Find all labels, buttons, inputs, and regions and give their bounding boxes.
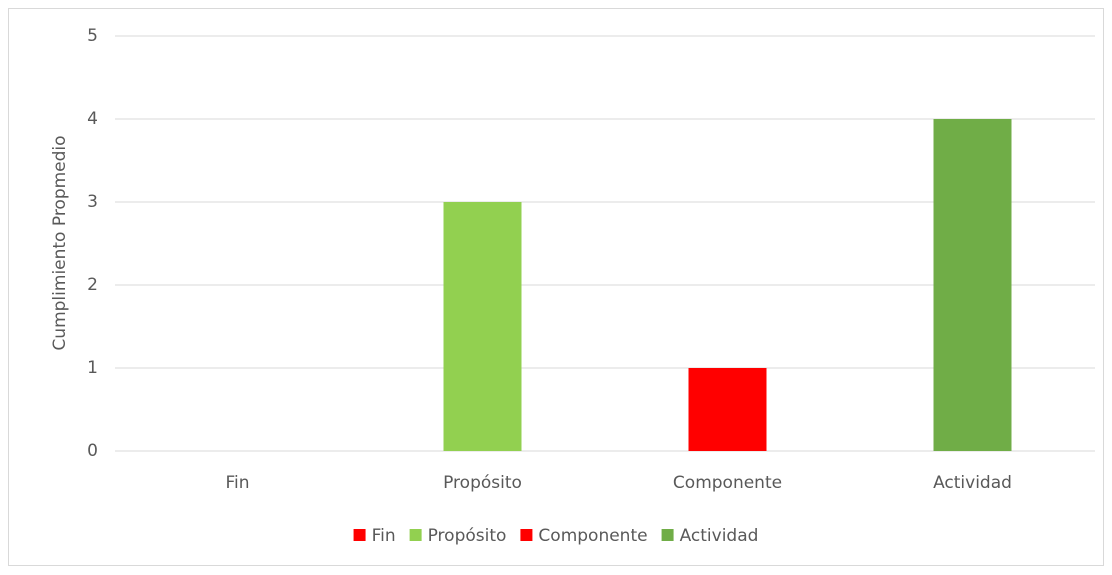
y-tick-label: 2 [87,275,98,295]
legend-swatch [661,529,674,541]
x-tick-label: Propósito [443,473,522,493]
legend-label: Fin [372,526,396,546]
x-tick-label: Fin [225,473,249,493]
legend-swatch [353,529,366,541]
y-tick-label: 1 [87,358,98,378]
chart-border [8,8,1104,566]
legend-label: Componente [538,526,647,546]
y-tick-label: 0 [87,441,98,461]
y-tick-label: 5 [87,26,98,46]
y-tick-label: 4 [87,109,98,129]
bar [443,202,522,451]
bar [688,368,767,451]
bar [933,119,1012,451]
legend-swatch [520,529,533,541]
legend-label: Actividad [680,526,759,546]
x-tick-label: Actividad [933,473,1012,493]
y-axis-label: Cumplimiento Propmedio [50,135,70,350]
x-tick-label: Componente [673,473,782,493]
legend-swatch [409,529,422,541]
legend-label: Propósito [428,526,507,546]
y-tick-label: 3 [87,192,98,212]
